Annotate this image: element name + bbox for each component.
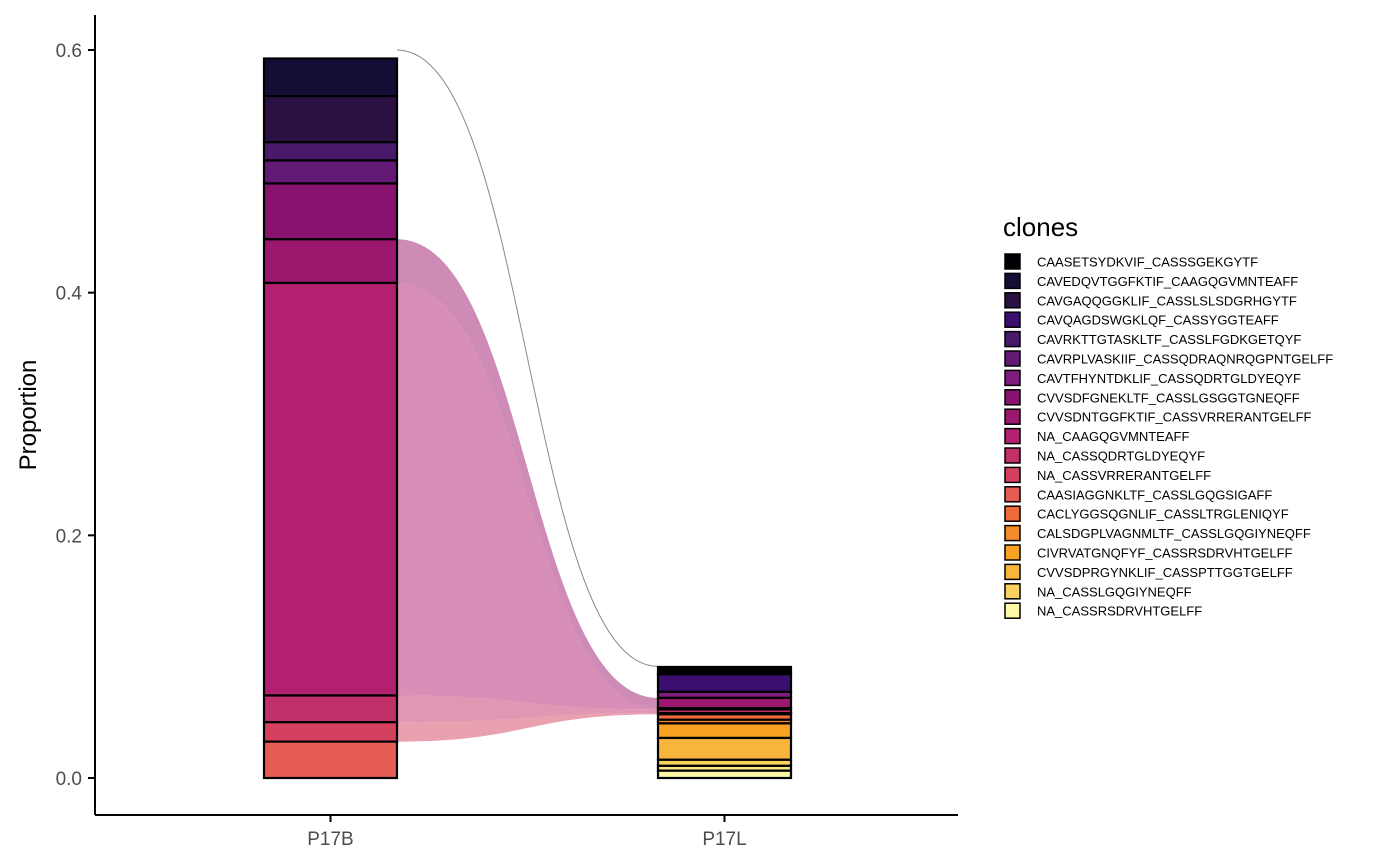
axes [94,15,958,816]
legend-label: CAVGAQQGGKLIF_CASSLSLSDGRHGYTF [1037,293,1297,308]
legend-swatch [1004,253,1021,270]
legend-label: CAVTFHYNTDKLIF_CASSQDRTGLDYEQYF [1037,371,1301,386]
flow-band [397,282,658,710]
bar-segment [262,721,399,743]
legend-swatch [1004,350,1021,367]
flow-outline [396,49,659,667]
bar-segment [262,694,399,724]
legend-label: CIVRVATGNQFYF_CASSRSDRVHTGELFF [1037,546,1293,561]
bar-segment [262,141,399,162]
legend-swatch [1004,505,1021,522]
alluvial-flows [396,49,659,742]
legend-swatch [1004,369,1021,387]
x-tick-label: P17L [702,829,746,850]
legend-swatch [1004,408,1021,425]
legend-swatch [1004,427,1021,445]
legend-label: CAVQAGDSWGKLQF_CASSYGGTEAFF [1037,313,1279,328]
stacked-bars [262,57,793,780]
bar-segment [262,95,399,144]
y-tick-label: 0.6 [56,41,82,62]
legend-swatch [1004,602,1021,619]
legend-label: CAVRKTTGTASKLTF_CASSLFGDKGETQYF [1037,332,1301,347]
legend-swatch [1004,272,1021,290]
legend-swatch [1004,466,1021,484]
legend-swatch [1004,311,1021,328]
legend-label: CAVRPLVASKIIF_CASSQDRAQNRQGPNTGELFF [1037,352,1333,367]
legend-label: CAASETSYDKVIF_CASSSGEKGYTF [1037,255,1258,270]
legend-swatch [1004,544,1021,561]
legend-label: CAASIAGGNKLTF_CASSLGQGSIGAFF [1037,487,1272,502]
legend-label: CALSDGPLVAGNMLTF_CASSLGQGIYNEQFF [1037,526,1311,541]
legend-label: NA_CASSVRRERANTGELFF [1037,468,1211,483]
bar-segment [262,57,399,98]
bar-segment [262,159,399,185]
y-axis-title: Proportion [15,360,42,471]
x-ticks: P17B P17L [307,815,747,850]
legend: CAASETSYDKVIF_CASSSGEKGYTF CAVEDQVTGGFKTI… [1004,253,1333,619]
legend-label: NA_CASSLGQGIYNEQFF [1037,584,1192,599]
legend-swatch [1004,486,1021,503]
legend-swatch [1004,389,1021,406]
legend-label: CAVEDQVTGGFKTIF_CAAGQGVMNTEAFF [1037,274,1298,289]
bar-segment [656,769,793,780]
y-tick-label: 0.2 [56,526,82,547]
legend-swatch [1004,563,1021,581]
legend-label: NA_CASSRSDRVHTGELFF [1037,604,1202,619]
bar-segment [656,736,793,761]
bar-segment [656,722,793,740]
y-tick-label: 0.0 [56,769,82,790]
flow-band [397,239,658,709]
legend-swatch [1004,292,1021,309]
legend-label: NA_CASSQDRTGLDYEQYF [1037,449,1205,464]
bar-segment [262,182,399,241]
y-ticks: 0.0 0.2 0.4 0.6 [56,41,95,790]
legend-label: CVVSDNTGGFKTIF_CASSVRRERANTGELFF [1037,410,1312,425]
legend-swatch [1004,583,1021,600]
bar-segment [262,740,399,780]
bar-segment [262,238,399,285]
legend-label: CVVSDFGNEKLTF_CASSLGSGGTGNEQFF [1037,390,1300,405]
legend-swatch [1004,447,1021,464]
flow-band [397,695,658,723]
bar-segment [262,281,399,697]
legend-label: CVVSDPRGYNKLIF_CASSPTTGGTGELFF [1037,565,1293,580]
legend-label: NA_CAAGQGVMNTEAFF [1037,429,1189,444]
legend-swatch [1004,524,1021,542]
legend-title: clones [1003,212,1078,242]
legend-swatch [1004,330,1021,348]
bar-segment [656,696,793,710]
bar-segment [656,673,793,693]
x-tick-label: P17B [307,829,353,850]
legend-label: CACLYGGSQGNLIF_CASSLTRGLENIQYF [1037,507,1289,522]
flow-band [397,713,658,742]
y-tick-label: 0.4 [56,284,83,305]
